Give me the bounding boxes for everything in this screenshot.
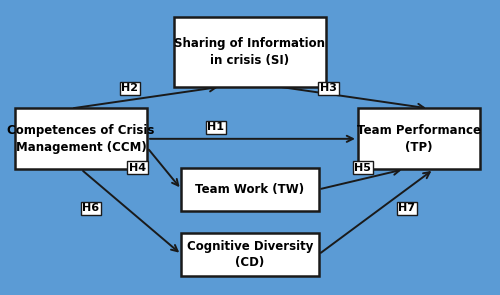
FancyBboxPatch shape <box>182 168 318 211</box>
Text: Team Work (TW): Team Work (TW) <box>196 183 304 196</box>
Text: Team Performance
(TP): Team Performance (TP) <box>357 124 481 154</box>
Text: H3: H3 <box>320 83 337 93</box>
Text: Cognitive Diversity
(CD): Cognitive Diversity (CD) <box>187 240 313 269</box>
Text: H5: H5 <box>354 163 371 173</box>
Text: H2: H2 <box>122 83 138 93</box>
FancyBboxPatch shape <box>358 109 480 169</box>
Text: Sharing of Information
in crisis (SI): Sharing of Information in crisis (SI) <box>174 37 326 67</box>
Text: Competences of Crisis
Management (CCM): Competences of Crisis Management (CCM) <box>8 124 154 154</box>
FancyBboxPatch shape <box>174 17 326 87</box>
Text: H7: H7 <box>398 203 415 213</box>
Text: H1: H1 <box>207 122 224 132</box>
FancyBboxPatch shape <box>182 233 318 276</box>
Text: H6: H6 <box>82 203 100 213</box>
FancyBboxPatch shape <box>15 109 147 169</box>
Text: H4: H4 <box>128 163 146 173</box>
